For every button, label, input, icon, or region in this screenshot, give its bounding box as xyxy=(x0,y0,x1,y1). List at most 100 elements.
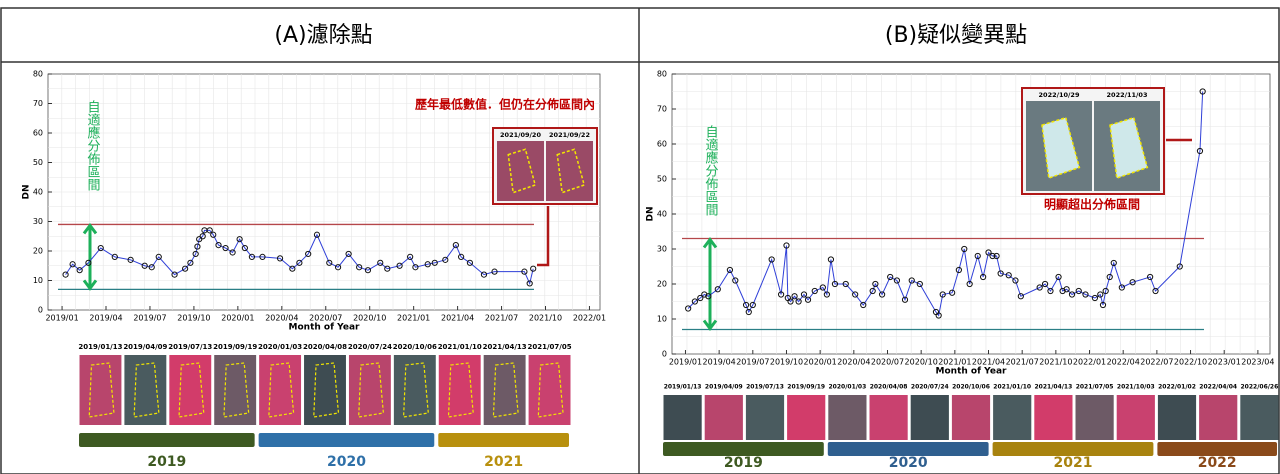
y-tick-label: 20 xyxy=(657,280,667,289)
x-tick-label: 2019/04 xyxy=(703,358,736,367)
y-tick-label: 80 xyxy=(657,70,667,79)
inset-date: 2021/09/22 xyxy=(549,131,590,139)
x-tick-label: 2019/01 xyxy=(669,358,702,367)
thumbnail xyxy=(80,355,122,425)
image-date: 2021/07/05 xyxy=(1076,384,1114,391)
image-date: 2021/04/13 xyxy=(483,343,527,351)
thumbnail xyxy=(1240,395,1278,440)
y-tick-label: 50 xyxy=(657,175,667,184)
thumbnail xyxy=(439,355,481,425)
year-label: 2021 xyxy=(1054,455,1093,471)
x-tick-label: 2020/04 xyxy=(265,314,298,323)
annotation: 歷年最低數值．但仍在分佈區間內 xyxy=(415,97,595,112)
thumbnail xyxy=(828,395,866,440)
x-tick-label: 2022/07 xyxy=(1140,358,1173,367)
image-date: 2022/04/04 xyxy=(1199,384,1237,391)
x-tick-label: 2019/07 xyxy=(736,358,769,367)
band-label: 自適應分佈區間 xyxy=(703,125,719,217)
x-tick-label: 2022/01 xyxy=(1073,358,1106,367)
image-date: 2020/10/06 xyxy=(952,384,990,391)
x-tick-label: 2020/07 xyxy=(871,358,904,367)
x-tick-label: 2020/01 xyxy=(804,358,837,367)
image-date: 2020/07/24 xyxy=(348,343,392,351)
year-label: 2019 xyxy=(147,454,186,470)
image-date: 2021/01/10 xyxy=(438,343,482,351)
image-date: 2020/01/03 xyxy=(829,384,867,391)
year-label: 2021 xyxy=(484,454,523,470)
x-tick-label: 2020/10 xyxy=(905,358,938,367)
y-tick-label: 0 xyxy=(38,306,43,315)
thumbnail xyxy=(259,355,301,425)
thumbnail xyxy=(169,355,211,425)
inset-date: 2021/09/20 xyxy=(500,131,541,139)
y-tick-label: 50 xyxy=(33,158,43,167)
page: (A)濾除點010203040506070802019/012019/04201… xyxy=(0,0,1280,474)
y-tick-label: 10 xyxy=(657,315,667,324)
thumbnail xyxy=(214,355,256,425)
x-tick-label: 2021/01 xyxy=(938,358,971,367)
y-tick-label: 40 xyxy=(657,210,667,219)
x-tick-label: 2022/01 xyxy=(573,314,606,323)
image-date: 2019/07/13 xyxy=(168,343,212,351)
y-tick-label: 70 xyxy=(33,99,43,108)
x-tick-label: 2019/01 xyxy=(45,314,78,323)
figure: (A)濾除點010203040506070802019/012019/04201… xyxy=(0,0,1280,474)
thumbnail xyxy=(394,355,436,425)
image-date: 2020/07/24 xyxy=(911,384,949,391)
year-bar xyxy=(79,433,255,447)
y-tick-label: 20 xyxy=(33,247,43,256)
x-tick-label: 2020/07 xyxy=(309,314,342,323)
year-label: 2020 xyxy=(327,454,366,470)
x-tick-label: 2023/04 xyxy=(1241,358,1274,367)
x-axis-label: Month of Year xyxy=(936,367,1007,377)
inset-image xyxy=(546,141,593,201)
image-date: 2021/01/10 xyxy=(993,384,1031,391)
y-tick-label: 40 xyxy=(33,188,43,197)
thumbnail xyxy=(304,355,346,425)
image-date: 2021/07/05 xyxy=(528,343,572,351)
x-tick-label: 2019/07 xyxy=(133,314,166,323)
thumbnail xyxy=(952,395,990,440)
y-tick-label: 10 xyxy=(33,276,43,285)
image-date: 2019/09/19 xyxy=(213,343,257,351)
thumbnail xyxy=(787,395,825,440)
inset-date: 2022/11/03 xyxy=(1107,91,1148,99)
inset-date: 2022/10/29 xyxy=(1039,91,1080,99)
thumbnail xyxy=(993,395,1031,440)
x-tick-label: 2020/01 xyxy=(221,314,254,323)
thumbnail xyxy=(484,355,526,425)
image-date: 2021/04/13 xyxy=(1035,384,1073,391)
year-bar xyxy=(993,442,1154,456)
year-bar xyxy=(259,433,435,447)
thumbnail xyxy=(870,395,908,440)
image-date: 2019/04/09 xyxy=(123,343,167,351)
year-label: 2019 xyxy=(724,455,763,471)
x-tick-label: 2021/07 xyxy=(485,314,518,323)
x-tick-label: 2021/07 xyxy=(1006,358,1039,367)
x-tick-label: 2021/10 xyxy=(529,314,562,323)
image-date: 2020/10/06 xyxy=(393,343,437,351)
image-date: 2020/04/08 xyxy=(870,384,908,391)
thumbnail xyxy=(124,355,166,425)
image-date: 2020/04/08 xyxy=(303,343,347,351)
thumbnail xyxy=(529,355,571,425)
x-tick-label: 2019/04 xyxy=(89,314,122,323)
thumbnail xyxy=(664,395,702,440)
image-date: 2019/01/13 xyxy=(664,384,702,391)
image-date: 2022/06/26 xyxy=(1241,384,1279,391)
thumbnail xyxy=(1117,395,1155,440)
x-tick-label: 2022/04 xyxy=(1107,358,1140,367)
x-tick-label: 2022/10 xyxy=(1174,358,1207,367)
y-tick-label: 30 xyxy=(33,217,43,226)
panel-title: (B)疑似變異點 xyxy=(885,23,1027,48)
x-tick-label: 2021/04 xyxy=(972,358,1005,367)
year-bar xyxy=(438,433,569,447)
year-bar xyxy=(828,442,989,456)
image-date: 2021/10/03 xyxy=(1117,384,1155,391)
thumbnail xyxy=(705,395,743,440)
thumbnail xyxy=(1199,395,1237,440)
x-tick-label: 2021/01 xyxy=(397,314,430,323)
y-tick-label: 70 xyxy=(657,105,667,114)
x-tick-label: 2019/10 xyxy=(177,314,210,323)
image-date: 2022/01/02 xyxy=(1158,384,1196,391)
